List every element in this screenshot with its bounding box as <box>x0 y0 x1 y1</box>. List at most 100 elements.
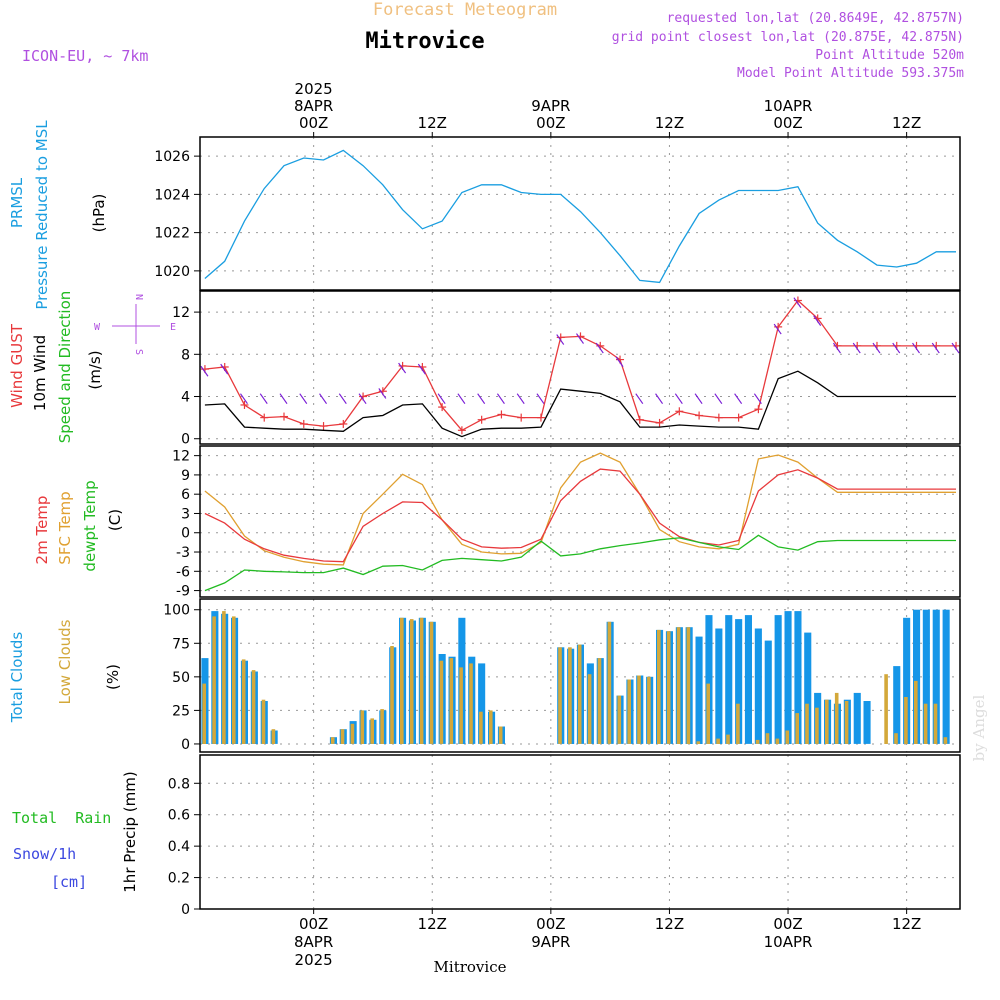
point-altitude: Point Altitude 520m <box>815 48 964 63</box>
wind-direction-arrow <box>496 393 505 405</box>
sfc-temp-line <box>204 452 956 566</box>
temp-2m-line <box>204 468 956 563</box>
wind-direction-arrow <box>852 342 861 354</box>
low-cloud-bar <box>657 629 661 744</box>
total-cloud-bar <box>922 609 930 744</box>
wind-direction-arrow <box>556 334 565 345</box>
wind-gust-marker <box>714 413 723 422</box>
temp-unit: (C) <box>106 509 124 531</box>
wind-direction-arrow <box>200 365 209 377</box>
ytick-label-precip: 0.8 <box>168 776 190 792</box>
low-cloud-bar <box>419 617 424 744</box>
footer-location: Mitrovice <box>434 958 507 976</box>
time-label-top: 12Z <box>655 114 684 132</box>
ytick-label-wind: 4 <box>181 390 190 406</box>
time-label-top: 10APR <box>764 97 813 115</box>
ytick-label-precip: 0.4 <box>168 839 190 855</box>
wind-direction-arrow <box>477 393 486 405</box>
low-cloud-bar <box>202 683 206 744</box>
compass-s: S <box>133 349 144 355</box>
wind-gust-marker <box>457 426 466 435</box>
low-cloud-bar <box>676 627 681 744</box>
low-cloud-bar <box>755 739 760 744</box>
wind-direction-arrow <box>398 362 407 374</box>
total-cloud-bar <box>863 701 871 744</box>
low-cloud-bar <box>400 617 404 744</box>
ytick-label-temp: 3 <box>181 506 190 522</box>
wind-gust-marker <box>695 411 704 420</box>
time-label-top: 00Z <box>299 114 328 132</box>
low-cloud-bar <box>805 703 809 744</box>
wind-direction-arrow <box>892 342 901 354</box>
wind-direction-arrow <box>912 342 921 354</box>
time-label-top: 12Z <box>892 114 921 132</box>
total-cloud-bar <box>725 615 733 744</box>
ytick-label-temp: 6 <box>181 487 190 503</box>
total-cloud-bar <box>744 615 752 744</box>
temp-label-3: dewpt Temp <box>81 480 99 571</box>
low-cloud-bar <box>340 729 345 744</box>
ytick-label-clouds: 0 <box>181 737 190 753</box>
panel-frame-wind <box>199 290 961 445</box>
ytick-label-precip: 0 <box>181 902 190 918</box>
time-label-bottom: 00Z <box>299 915 328 933</box>
low-cloud-bar <box>390 646 394 744</box>
ytick-label-pressure: 1024 <box>154 187 190 203</box>
snow-unit: [cm] <box>51 873 87 891</box>
wind-label-2: 10m Wind <box>31 335 49 411</box>
low-cloud-bar <box>479 711 483 744</box>
ytick-label-temp: -9 <box>176 584 190 600</box>
precip-unit: 1hr Precip (mm) <box>121 771 139 892</box>
model-point-altitude: Model Point Altitude 593.375m <box>737 66 964 81</box>
wind-direction-arrow <box>239 393 248 405</box>
ytick-label-precip: 0.6 <box>168 808 190 824</box>
wind-direction-arrow <box>872 342 881 354</box>
wind-direction-arrow <box>931 342 940 354</box>
time-label-bottom: 2025 <box>295 951 333 969</box>
low-cloud-bar <box>736 703 740 744</box>
ytick-label-clouds: 75 <box>172 636 190 652</box>
wind-gust-marker <box>260 413 269 422</box>
wind-direction-arrow <box>220 363 229 375</box>
total-cloud-bar <box>695 636 703 744</box>
compass-w: W <box>94 322 101 333</box>
low-cloud-bar <box>726 734 730 744</box>
wind-direction-arrow <box>694 393 703 405</box>
temp-label-1: 2m Temp <box>33 496 51 565</box>
total-cloud-bar <box>478 663 486 744</box>
wind-direction-arrow <box>338 393 347 405</box>
time-label-top: 12Z <box>418 114 447 132</box>
grid-point-coords: grid point closest lon,lat (20.875E, 42.… <box>612 30 964 45</box>
low-cloud-bar <box>825 699 829 744</box>
chart-overlay-title: Forecast Meteogram <box>373 0 557 20</box>
wind-direction-arrow <box>714 393 723 405</box>
time-label-bottom: 12Z <box>418 915 447 933</box>
wind-label-1: Wind GUST <box>8 323 26 408</box>
wind-gust-marker <box>477 415 486 424</box>
wind-gust-marker <box>536 413 545 422</box>
ytick-label-pressure: 1022 <box>154 226 190 242</box>
low-cloud-bar <box>459 667 463 744</box>
low-cloud-bar <box>498 726 503 744</box>
wind-direction-arrow <box>595 342 604 354</box>
total-cloud-bar <box>932 609 940 744</box>
wind-compass: N S W E <box>94 294 176 355</box>
wind-direction-arrow <box>378 388 387 399</box>
low-cloud-bar <box>884 674 888 744</box>
total-cloud-bar <box>764 640 772 744</box>
wind-gust-marker <box>635 415 644 424</box>
total-cloud-bar <box>774 615 782 744</box>
panel-frame-pressure <box>199 136 961 291</box>
wind-gust-marker <box>497 410 506 419</box>
total-cloud-bar <box>893 666 901 744</box>
low-cloud-bar <box>844 701 849 744</box>
low-cloud-bar <box>775 738 780 744</box>
wind-gust-marker <box>240 400 249 409</box>
total-cloud-bar <box>735 619 743 744</box>
wind-gust-marker <box>754 405 763 414</box>
wind-gust-marker <box>517 413 526 422</box>
low-cloud-bar <box>904 697 908 744</box>
clouds-label-2: Low Clouds <box>56 619 74 704</box>
low-cloud-bar <box>943 737 948 744</box>
